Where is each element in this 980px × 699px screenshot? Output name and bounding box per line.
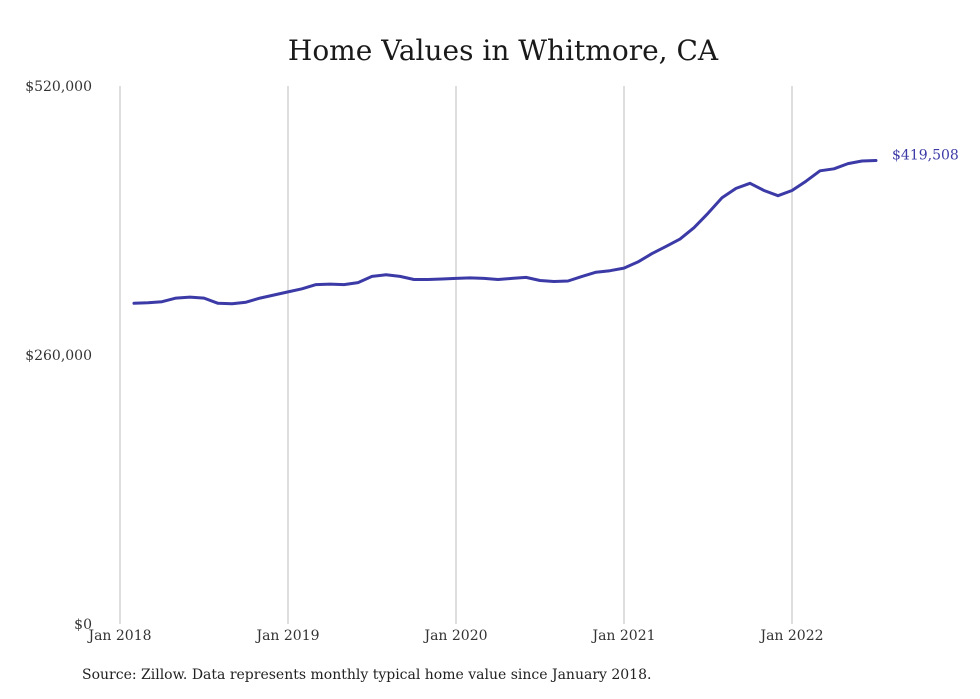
x-tick-label: Jan 2021 — [590, 628, 655, 644]
series-labels: $419,508 — [892, 147, 959, 163]
series-end-label: $419,508 — [892, 147, 959, 163]
gridlines — [119, 86, 793, 624]
x-tick-label: Jan 2020 — [422, 628, 487, 644]
y-tick-label: $260,000 — [25, 348, 92, 364]
x-tick-label: Jan 2022 — [758, 628, 823, 644]
y-tick-label: $0 — [74, 617, 92, 633]
x-tick-label: Jan 2018 — [86, 628, 151, 644]
source-note: Source: Zillow. Data represents monthly … — [82, 667, 652, 683]
chart-title: Home Values in Whitmore, CA — [288, 34, 719, 67]
series-group — [132, 159, 878, 306]
series-line — [132, 159, 878, 306]
y-tick-label: $520,000 — [25, 79, 92, 95]
y-axis-ticks: $0 $260,000 $520,000 — [25, 79, 92, 633]
x-axis-ticks: Jan 2018 Jan 2019 Jan 2020 Jan 2021 Jan 2022 — [86, 628, 823, 644]
x-tick-label: Jan 2019 — [254, 628, 319, 644]
